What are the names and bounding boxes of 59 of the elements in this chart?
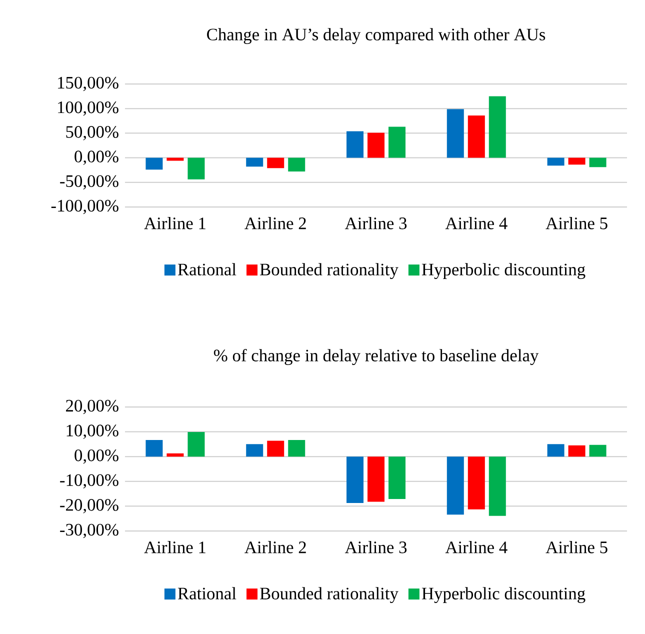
y-tick-label: 0,00% xyxy=(74,150,118,165)
bar xyxy=(568,445,586,457)
y-tick-label: 100,00% xyxy=(58,101,118,116)
bar xyxy=(288,440,306,457)
bar xyxy=(488,456,506,516)
legend-label: Bounded rationality xyxy=(260,263,398,280)
bar xyxy=(288,158,306,172)
bar xyxy=(188,432,205,457)
x-tick-label: Airline 4 xyxy=(445,216,508,230)
y-tick-label: -50,00% xyxy=(60,175,118,190)
x-tick-label: Airline 3 xyxy=(344,540,407,554)
y-tick-label: 50,00% xyxy=(66,126,118,140)
y-tick-label: -20,00% xyxy=(60,499,118,514)
bar xyxy=(146,440,163,457)
bar xyxy=(547,158,564,166)
bar xyxy=(267,158,284,168)
legend-label: Hyperbolic discounting xyxy=(422,263,586,280)
bar xyxy=(388,126,406,158)
legend-label: Hyperbolic discounting xyxy=(422,587,586,604)
x-tick-label: Airline 1 xyxy=(144,540,206,554)
bar xyxy=(589,444,606,457)
bar xyxy=(246,158,264,167)
y-tick-label: 10,00% xyxy=(66,424,118,439)
x-tick-label: Airline 2 xyxy=(244,540,306,554)
legend-label: Rational xyxy=(178,263,236,276)
y-tick-label: 20,00% xyxy=(66,400,118,414)
bar xyxy=(246,444,264,457)
x-tick-label: Airline 5 xyxy=(546,540,608,554)
legend-label: Bounded rationality xyxy=(260,587,398,604)
bar xyxy=(547,444,564,457)
chart-title: Change in AU’s delay compared with other AUs xyxy=(207,28,546,44)
bar xyxy=(589,158,606,168)
x-tick-label: Airline 5 xyxy=(546,216,608,230)
bar xyxy=(446,109,464,158)
bar xyxy=(446,456,464,515)
bar xyxy=(166,453,184,457)
bar xyxy=(146,158,163,170)
bar xyxy=(188,158,205,180)
x-tick-label: Airline 3 xyxy=(344,216,407,230)
y-tick-label: 0,00% xyxy=(74,449,118,464)
bar xyxy=(468,115,485,158)
chart-title: % of change in delay relative to baseline delay xyxy=(214,348,539,366)
bar xyxy=(346,456,364,503)
bar xyxy=(388,456,406,499)
y-tick-label: -30,00% xyxy=(60,524,118,538)
bar xyxy=(368,132,385,158)
x-tick-label: Airline 2 xyxy=(244,216,306,230)
bar xyxy=(488,96,506,158)
y-tick-label: 150,00% xyxy=(58,76,118,92)
legend-label: Rational xyxy=(178,587,236,600)
y-tick-label: -10,00% xyxy=(60,474,118,489)
x-tick-label: Airline 1 xyxy=(144,216,206,230)
x-tick-label: Airline 4 xyxy=(445,540,508,554)
bar xyxy=(346,131,364,158)
bar xyxy=(267,440,284,457)
bar xyxy=(568,158,586,165)
bar xyxy=(368,456,385,502)
y-tick-label: -100,00% xyxy=(51,200,118,214)
bar xyxy=(468,456,485,510)
